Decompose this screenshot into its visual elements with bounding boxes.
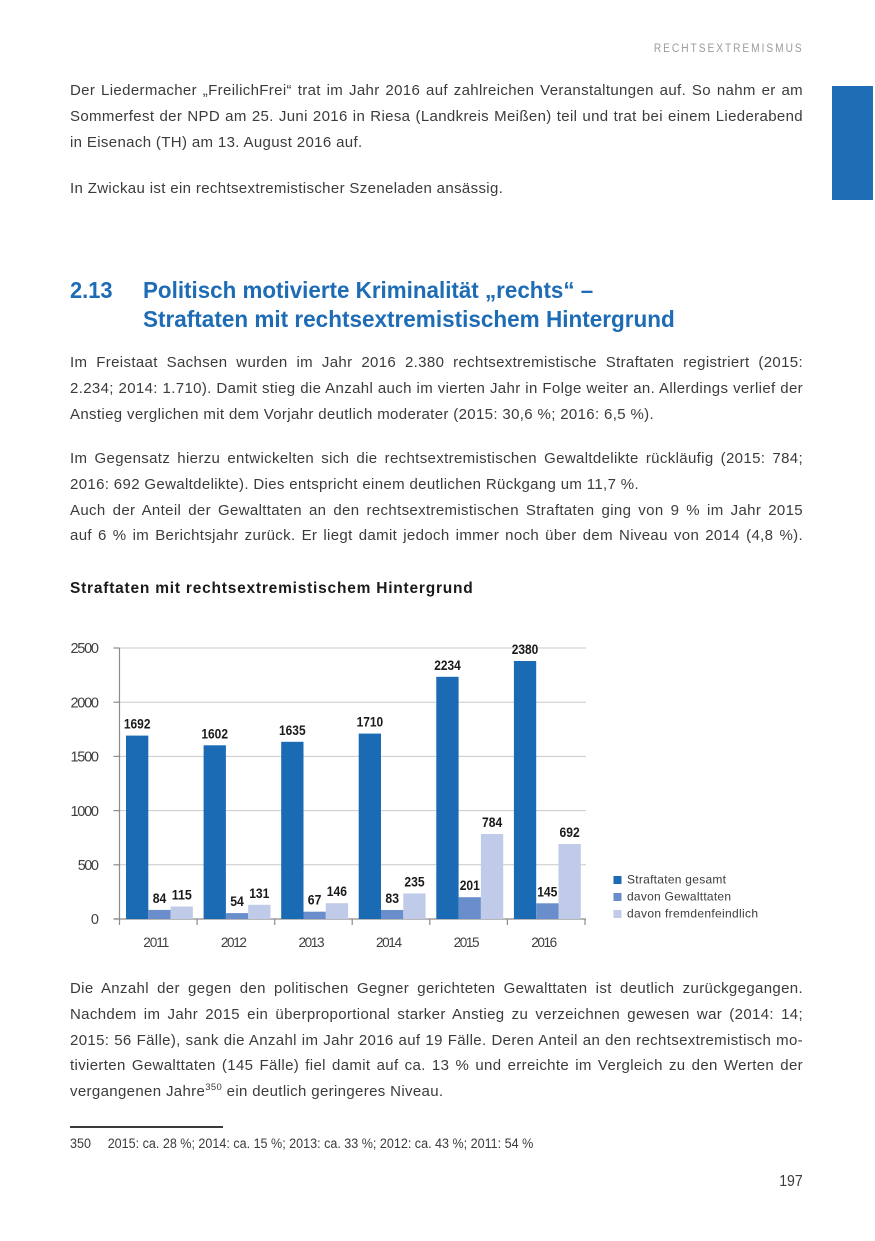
svg-text:1692: 1692 bbox=[124, 716, 151, 732]
svg-text:131: 131 bbox=[249, 885, 269, 901]
svg-text:2016: 2016 bbox=[531, 935, 557, 950]
svg-text:2000: 2000 bbox=[71, 695, 100, 711]
svg-text:2014: 2014 bbox=[376, 935, 402, 950]
svg-text:1635: 1635 bbox=[279, 722, 306, 738]
svg-text:235: 235 bbox=[404, 874, 424, 890]
svg-text:1710: 1710 bbox=[357, 714, 384, 730]
svg-text:davon Gewalttaten: davon Gewalttaten bbox=[627, 890, 731, 904]
svg-text:201: 201 bbox=[460, 877, 480, 893]
svg-text:692: 692 bbox=[560, 824, 580, 840]
svg-text:0: 0 bbox=[91, 912, 99, 928]
svg-text:67: 67 bbox=[308, 892, 322, 908]
svg-text:2234: 2234 bbox=[434, 657, 461, 673]
svg-text:1602: 1602 bbox=[201, 725, 228, 741]
svg-text:2012: 2012 bbox=[221, 935, 247, 950]
svg-text:2013: 2013 bbox=[299, 935, 325, 950]
svg-text:1500: 1500 bbox=[71, 750, 100, 766]
svg-text:145: 145 bbox=[537, 883, 557, 899]
svg-text:Straftaten gesamt: Straftaten gesamt bbox=[627, 873, 727, 887]
svg-text:83: 83 bbox=[385, 890, 399, 906]
svg-text:784: 784 bbox=[482, 814, 502, 830]
svg-text:2015: 2015 bbox=[454, 935, 480, 950]
svg-text:1000: 1000 bbox=[71, 804, 100, 820]
svg-text:115: 115 bbox=[172, 887, 192, 903]
svg-text:54: 54 bbox=[230, 893, 244, 909]
svg-text:2011: 2011 bbox=[143, 935, 169, 950]
svg-text:146: 146 bbox=[327, 883, 347, 899]
svg-text:davon fremdenfeindlich: davon fremdenfeindlich bbox=[627, 907, 758, 921]
svg-text:500: 500 bbox=[78, 858, 99, 874]
svg-text:84: 84 bbox=[153, 890, 167, 906]
svg-text:2380: 2380 bbox=[512, 641, 539, 657]
svg-text:2500: 2500 bbox=[71, 641, 100, 657]
